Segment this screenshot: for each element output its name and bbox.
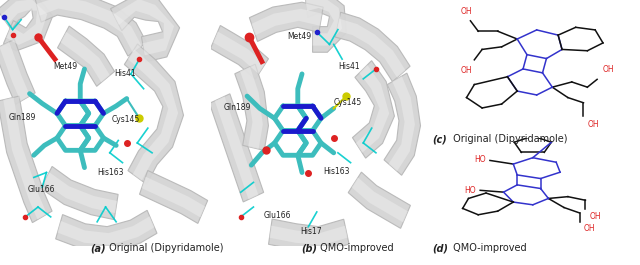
PathPatch shape	[356, 65, 389, 153]
PathPatch shape	[35, 0, 147, 56]
Text: His163: His163	[97, 168, 124, 177]
PathPatch shape	[240, 67, 263, 149]
PathPatch shape	[250, 2, 323, 42]
PathPatch shape	[213, 32, 265, 74]
PathPatch shape	[269, 219, 349, 251]
Text: OH: OH	[584, 224, 595, 233]
PathPatch shape	[1, 0, 47, 45]
Text: QMO-improved: QMO-improved	[317, 243, 394, 253]
PathPatch shape	[111, 0, 180, 62]
Text: QMO-improved: QMO-improved	[450, 243, 527, 253]
Text: His17: His17	[300, 227, 321, 236]
PathPatch shape	[124, 44, 184, 184]
PathPatch shape	[335, 12, 410, 82]
PathPatch shape	[269, 226, 348, 245]
PathPatch shape	[41, 166, 118, 220]
Text: (c): (c)	[432, 134, 447, 144]
Text: Gln189: Gln189	[8, 113, 36, 122]
PathPatch shape	[353, 61, 394, 158]
Text: Met49: Met49	[287, 32, 311, 41]
Text: OH: OH	[461, 66, 472, 75]
PathPatch shape	[56, 210, 157, 251]
Text: Original (Dipyridamole): Original (Dipyridamole)	[106, 243, 223, 253]
PathPatch shape	[3, 97, 47, 220]
Text: Glu166: Glu166	[28, 185, 55, 194]
PathPatch shape	[337, 19, 406, 78]
Text: OH: OH	[589, 212, 601, 221]
PathPatch shape	[128, 49, 178, 181]
PathPatch shape	[44, 172, 117, 213]
PathPatch shape	[58, 216, 154, 245]
PathPatch shape	[0, 39, 35, 104]
Text: OH: OH	[588, 120, 599, 129]
Text: HO: HO	[474, 155, 486, 164]
PathPatch shape	[141, 177, 205, 218]
Text: Cys145: Cys145	[333, 98, 362, 107]
PathPatch shape	[140, 170, 207, 223]
Text: OH: OH	[461, 7, 472, 16]
PathPatch shape	[113, 0, 174, 55]
Text: (b): (b)	[301, 243, 317, 253]
PathPatch shape	[305, 0, 342, 46]
PathPatch shape	[58, 26, 115, 86]
PathPatch shape	[348, 172, 410, 228]
PathPatch shape	[388, 76, 415, 171]
Text: Gln189: Gln189	[224, 103, 252, 112]
Text: HO: HO	[465, 186, 476, 195]
PathPatch shape	[211, 25, 268, 79]
PathPatch shape	[61, 32, 110, 82]
PathPatch shape	[0, 96, 52, 223]
Text: His41: His41	[338, 62, 360, 71]
PathPatch shape	[305, 0, 346, 52]
PathPatch shape	[384, 73, 420, 175]
Text: (d): (d)	[432, 243, 448, 253]
Text: OH: OH	[603, 65, 614, 74]
Text: Original (Dipyridamole): Original (Dipyridamole)	[450, 134, 568, 144]
Text: Met49: Met49	[53, 62, 77, 71]
PathPatch shape	[215, 96, 259, 200]
Text: (a): (a)	[90, 243, 106, 253]
Text: Glu166: Glu166	[264, 211, 291, 220]
Text: His163: His163	[323, 167, 349, 176]
PathPatch shape	[235, 64, 268, 150]
PathPatch shape	[351, 178, 408, 222]
PathPatch shape	[0, 0, 52, 51]
Text: Cys145: Cys145	[112, 115, 140, 124]
PathPatch shape	[252, 9, 322, 35]
PathPatch shape	[36, 0, 141, 52]
Text: His41: His41	[114, 69, 136, 78]
PathPatch shape	[0, 42, 30, 101]
PathPatch shape	[209, 94, 264, 202]
